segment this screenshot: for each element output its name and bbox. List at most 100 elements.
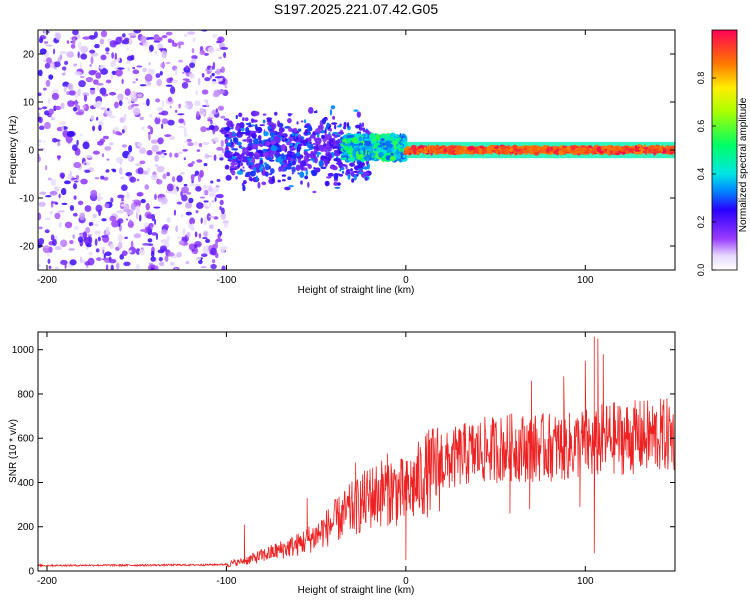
spectrogram-cell (365, 133, 368, 138)
spectrogram-cell (258, 137, 262, 145)
spectrogram-cell (240, 162, 244, 167)
spectrogram-cell (176, 251, 182, 258)
spectrogram-cell (161, 229, 168, 235)
spectrogram-cell (337, 138, 341, 144)
spectrogram-cell (50, 116, 56, 121)
spectrogram-cell (351, 137, 359, 144)
spectrogram-cell (321, 134, 325, 140)
spectrogram-cell (87, 257, 95, 266)
spectrogram-cell (59, 51, 67, 55)
spectrogram-cell (514, 148, 522, 153)
spectrogram-cell (196, 159, 203, 163)
spectrogram-cell (334, 124, 337, 130)
spectrogram-cell (478, 148, 483, 155)
spectrogram-cell (325, 142, 330, 149)
spectrogram-cell (235, 175, 238, 180)
spectrogram-cell (225, 154, 233, 159)
spectrogram-cell (39, 191, 47, 195)
spectrogram-cell (202, 188, 205, 197)
spectrogram-cell (210, 119, 213, 125)
spectrogram-cell (259, 164, 265, 168)
spectrogram-cell (315, 167, 321, 173)
spectrogram-cell (208, 184, 212, 188)
spectrogram-cell (175, 225, 178, 233)
spectrogram-cell (258, 167, 263, 172)
spectrogram-cell (177, 113, 185, 116)
spectrogram-cell (67, 100, 75, 107)
spectrogram-cell (167, 38, 173, 44)
spectrogram-x-tick-label: -100 (216, 275, 236, 286)
spectrogram-cell (262, 119, 266, 124)
spectrogram-cell (165, 84, 173, 87)
spectrogram-cell (383, 134, 390, 141)
spectrogram-cell (66, 40, 70, 44)
spectrogram-cell (105, 226, 110, 235)
spectrogram-cell (73, 195, 77, 200)
spectrogram-cell (231, 170, 236, 176)
spectrogram-cell (219, 230, 222, 236)
spectrogram-cell (139, 84, 147, 87)
spectrogram-cell (364, 140, 372, 147)
spectral-line-halo (405, 141, 675, 148)
spectrogram-cell (119, 43, 126, 46)
spectrogram-cell (94, 43, 100, 49)
spectrogram-cell (266, 117, 273, 121)
spectrogram-cell (264, 148, 270, 152)
spectrogram-cell (267, 125, 272, 130)
spectrogram-cell (167, 252, 175, 257)
spectrogram-cell (136, 178, 140, 182)
spectrogram-cell (104, 257, 111, 264)
spectrogram-cell (38, 226, 43, 230)
spectrogram-cell (105, 79, 112, 84)
spectrogram-cell (167, 119, 175, 126)
spectrogram-cell (84, 205, 92, 212)
spectrogram-cell (180, 214, 184, 218)
spectrogram-cell (43, 140, 46, 143)
spectrogram-cell (321, 159, 328, 162)
spectrogram-cell (300, 120, 304, 123)
spectrogram-cell (212, 33, 217, 38)
spectrogram-cell (68, 248, 75, 251)
spectrogram-cell (213, 137, 219, 142)
spectrogram-cell (117, 210, 122, 214)
spectrogram-cell (248, 161, 254, 166)
spectrogram-cell (38, 139, 43, 143)
spectrogram-cell (207, 46, 215, 54)
spectrogram-cell (144, 73, 153, 82)
spectrogram-cell (293, 127, 298, 133)
spectrogram-cell (59, 172, 65, 179)
snr-x-tick-label: 100 (577, 576, 594, 587)
spectrogram-cell (53, 186, 60, 192)
spectrogram-cell (374, 148, 378, 151)
spectrogram-cell (446, 149, 450, 153)
spectrogram-cell (158, 261, 165, 267)
spectrogram-cell (99, 65, 104, 70)
spectrogram-cell (209, 202, 212, 207)
spectrogram-cell (248, 138, 253, 144)
spectrogram-y-tick-label: 20 (23, 50, 35, 61)
spectrogram-cell (82, 104, 87, 109)
spectrogram-cell (126, 47, 129, 51)
spectrogram-cell (183, 33, 188, 38)
spectrogram-cell (178, 43, 181, 49)
spectrogram-cell (262, 166, 265, 172)
spectrogram-cell (119, 167, 123, 175)
spectrogram-cell (138, 214, 142, 222)
spectrogram-cell (307, 124, 312, 132)
spectrogram-cell (44, 62, 51, 69)
spectrogram-cell (224, 126, 231, 131)
spectrogram-cell (45, 57, 53, 64)
spectrogram-cell (232, 153, 236, 157)
spectrogram-cell (659, 146, 663, 150)
spectrogram-cell (155, 73, 161, 78)
spectrogram-cell (201, 73, 205, 78)
spectrogram-cell (182, 78, 190, 81)
snr-y-tick-label: 200 (17, 522, 34, 533)
spectrogram-cell (158, 112, 165, 115)
spectrogram-cell (341, 154, 345, 159)
spectrogram-cell (72, 37, 76, 46)
spectrogram-cell (341, 170, 345, 174)
spectrogram-cell (286, 156, 292, 161)
spectrogram-cell (129, 176, 137, 183)
